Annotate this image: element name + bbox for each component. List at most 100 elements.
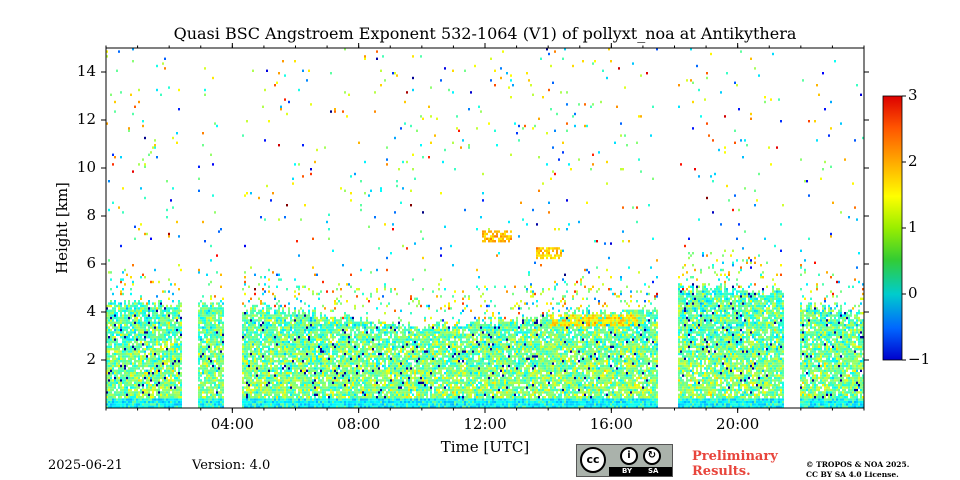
heatmap-cell-4413 xyxy=(358,360,360,363)
heatmap-cell-288 xyxy=(118,307,120,310)
heatmap-cell-2334 xyxy=(250,309,252,312)
heatmap-cell-2663 xyxy=(268,393,270,396)
heatmap-cell-3353 xyxy=(302,374,304,377)
heatmap-cell-3465 xyxy=(308,393,310,396)
heatmap-cell-602 xyxy=(134,398,136,401)
heatmap-cell-3966 xyxy=(334,367,336,370)
heatmap-cell-2219 xyxy=(246,400,248,404)
heatmap-cell-4632 xyxy=(370,338,372,341)
heatmap-cell-1809 xyxy=(208,386,210,389)
heatmap-cell-1575 xyxy=(180,360,182,363)
heatmap-cell-1222 xyxy=(162,290,164,293)
heatmap-cell-622 xyxy=(134,350,136,353)
heatmap-cell-3142 xyxy=(292,393,294,396)
heatmap-cell-1640 xyxy=(198,177,200,180)
heatmap-cell-1821 xyxy=(208,350,210,353)
heatmap-cell-3796 xyxy=(324,336,326,339)
heatmap-cell-3897 xyxy=(330,355,332,358)
heatmap-cell-191 xyxy=(114,360,116,363)
heatmap-cell-3670 xyxy=(318,381,320,384)
heatmap-cell-397 xyxy=(124,372,126,375)
heatmap-cell-1500 xyxy=(176,331,178,334)
heatmap-cell-3457 xyxy=(306,316,308,320)
heatmap-cell-4858 xyxy=(384,367,386,370)
heatmap-cell-72 xyxy=(108,340,110,344)
heatmap-cell-2239 xyxy=(246,352,248,356)
heatmap-cell-1618 xyxy=(198,350,200,353)
heatmap-cell-2656 xyxy=(266,184,268,188)
heatmap-cell-3283 xyxy=(298,333,300,336)
heatmap-cell-878 xyxy=(146,345,148,348)
heatmap-cell-1359 xyxy=(170,381,172,384)
heatmap-cell-2696 xyxy=(268,312,270,315)
heatmap-cell-4353 xyxy=(354,324,356,327)
heatmap-cell-2290 xyxy=(248,324,250,327)
heatmap-cell-2398 xyxy=(254,352,256,356)
heatmap-cell-4223 xyxy=(348,379,350,382)
heatmap-cell-2026 xyxy=(218,362,220,365)
heatmap-cell-3665 xyxy=(318,396,320,399)
heatmap-cell-2442 xyxy=(256,345,258,348)
heatmap-cell-2304 xyxy=(250,384,252,387)
heatmap-cell-2177 xyxy=(244,396,246,399)
heatmap-cell-2843 xyxy=(276,338,278,341)
heatmap-cell-2090 xyxy=(220,309,222,312)
heatmap-cell-2635 xyxy=(266,360,268,363)
heatmap-cell-3243 xyxy=(296,338,298,341)
heatmap-cell-1097 xyxy=(156,156,158,159)
heatmap-cell-3205 xyxy=(294,328,296,332)
heatmap-cell-4024 xyxy=(338,403,340,406)
heatmap-cell-4018 xyxy=(336,321,338,324)
heatmap-cell-895 xyxy=(148,405,150,408)
heatmap-cell-4754 xyxy=(378,374,380,377)
heatmap-cell-269 xyxy=(118,364,120,368)
heatmap-cell-3369 xyxy=(302,336,304,339)
heatmap-cell-3373 xyxy=(302,326,304,329)
heatmap-cell-2154 xyxy=(242,352,244,356)
heatmap-cell-4652 xyxy=(372,386,374,389)
heatmap-cell-1263 xyxy=(166,405,168,408)
heatmap-cell-2692 xyxy=(268,321,270,324)
heatmap-cell-1466 xyxy=(174,321,176,324)
heatmap-cell-4363 xyxy=(356,396,358,399)
heatmap-cell-1335 xyxy=(168,326,170,329)
heatmap-cell-4546 xyxy=(366,379,368,382)
heatmap-cell-1077 xyxy=(156,364,158,368)
heatmap-cell-4534 xyxy=(364,55,366,58)
heatmap-cell-4424 xyxy=(358,328,360,332)
heatmap-cell-2639 xyxy=(266,345,268,348)
heatmap-cell-3484 xyxy=(308,343,310,346)
heatmap-cell-213 xyxy=(114,302,116,305)
heatmap-cell-1616 xyxy=(198,355,200,358)
heatmap-cell-1899 xyxy=(212,379,214,382)
heatmap-cell-3221 xyxy=(296,403,298,406)
heatmap-cell-1661 xyxy=(200,350,202,353)
heatmap-cell-2835 xyxy=(276,360,278,363)
heatmap-cell-153 xyxy=(112,352,114,356)
heatmap-cell-3154 xyxy=(292,362,294,365)
heatmap-cell-3236 xyxy=(296,357,298,360)
heatmap-cell-3904 xyxy=(330,328,332,332)
heatmap-cell-4961 xyxy=(390,372,392,375)
heatmap-cell-4904 xyxy=(386,338,388,341)
heatmap-cell-1690 xyxy=(202,367,204,370)
heatmap-cell-4017 xyxy=(336,324,338,327)
heatmap-cell-4340 xyxy=(354,360,356,363)
heatmap-cell-1245 xyxy=(164,345,166,348)
heatmap-cell-2708 xyxy=(270,398,272,401)
heatmap-cell-129 xyxy=(110,300,112,303)
heatmap-cell-4505 xyxy=(364,384,366,387)
heatmap-cell-714 xyxy=(138,333,140,336)
heatmap-cell-3731 xyxy=(322,405,324,408)
heatmap-cell-1071 xyxy=(156,379,158,382)
heatmap-cell-351 xyxy=(122,374,124,377)
heatmap-cell-4270 xyxy=(350,355,352,358)
heatmap-cell-2475 xyxy=(258,350,260,353)
heatmap-cell-2524 xyxy=(260,324,262,327)
heatmap-cell-4963 xyxy=(390,367,392,370)
heatmap-cell-4507 xyxy=(364,379,366,382)
heatmap-cell-482 xyxy=(128,374,130,377)
heatmap-cell-4638 xyxy=(370,324,372,327)
heatmap-cell-3324 xyxy=(300,343,302,346)
heatmap-cell-611 xyxy=(134,376,136,380)
